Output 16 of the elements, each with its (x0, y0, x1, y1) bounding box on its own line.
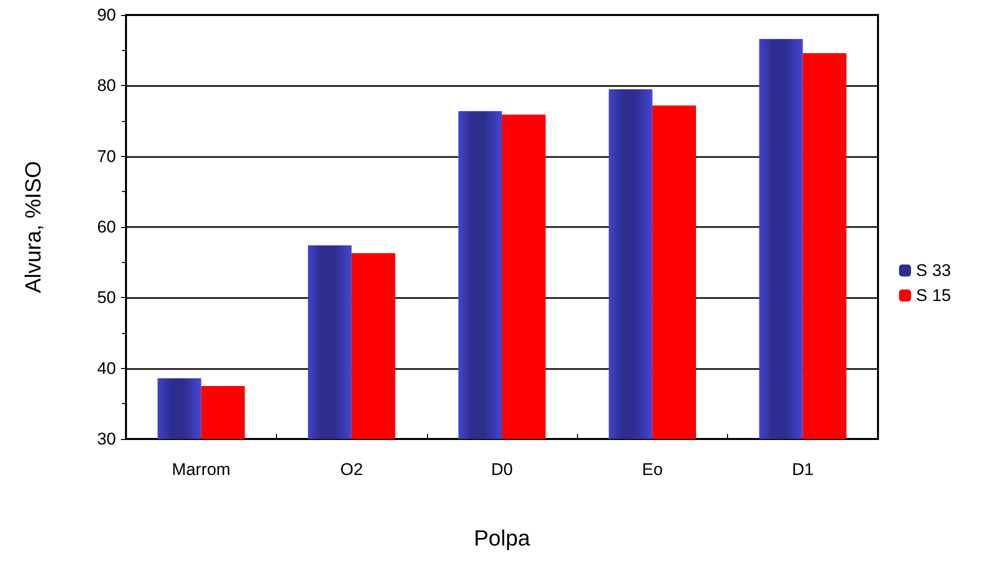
y-tick-label: 40 (97, 358, 116, 378)
x-tick-label: Eo (642, 460, 663, 479)
x-tick-label: D0 (491, 460, 513, 479)
y-tick-label: 70 (97, 146, 116, 166)
x-axis-title: Polpa (474, 526, 531, 550)
y-axis-title: Alvura, %ISO (20, 160, 46, 294)
y-tick-label: 60 (97, 218, 116, 236)
y-tick-label: 50 (97, 288, 116, 308)
legend-label: S 33 (916, 261, 952, 280)
x-tick-label: O2 (340, 460, 363, 479)
y-tick-label: 80 (97, 76, 116, 96)
legend-label: S 15 (916, 286, 952, 305)
y-tick-label: 90 (97, 6, 116, 24)
x-tick-label: Marrom (172, 460, 230, 479)
y-tick-label: 30 (97, 430, 116, 448)
x-tick-label: D1 (792, 460, 814, 479)
